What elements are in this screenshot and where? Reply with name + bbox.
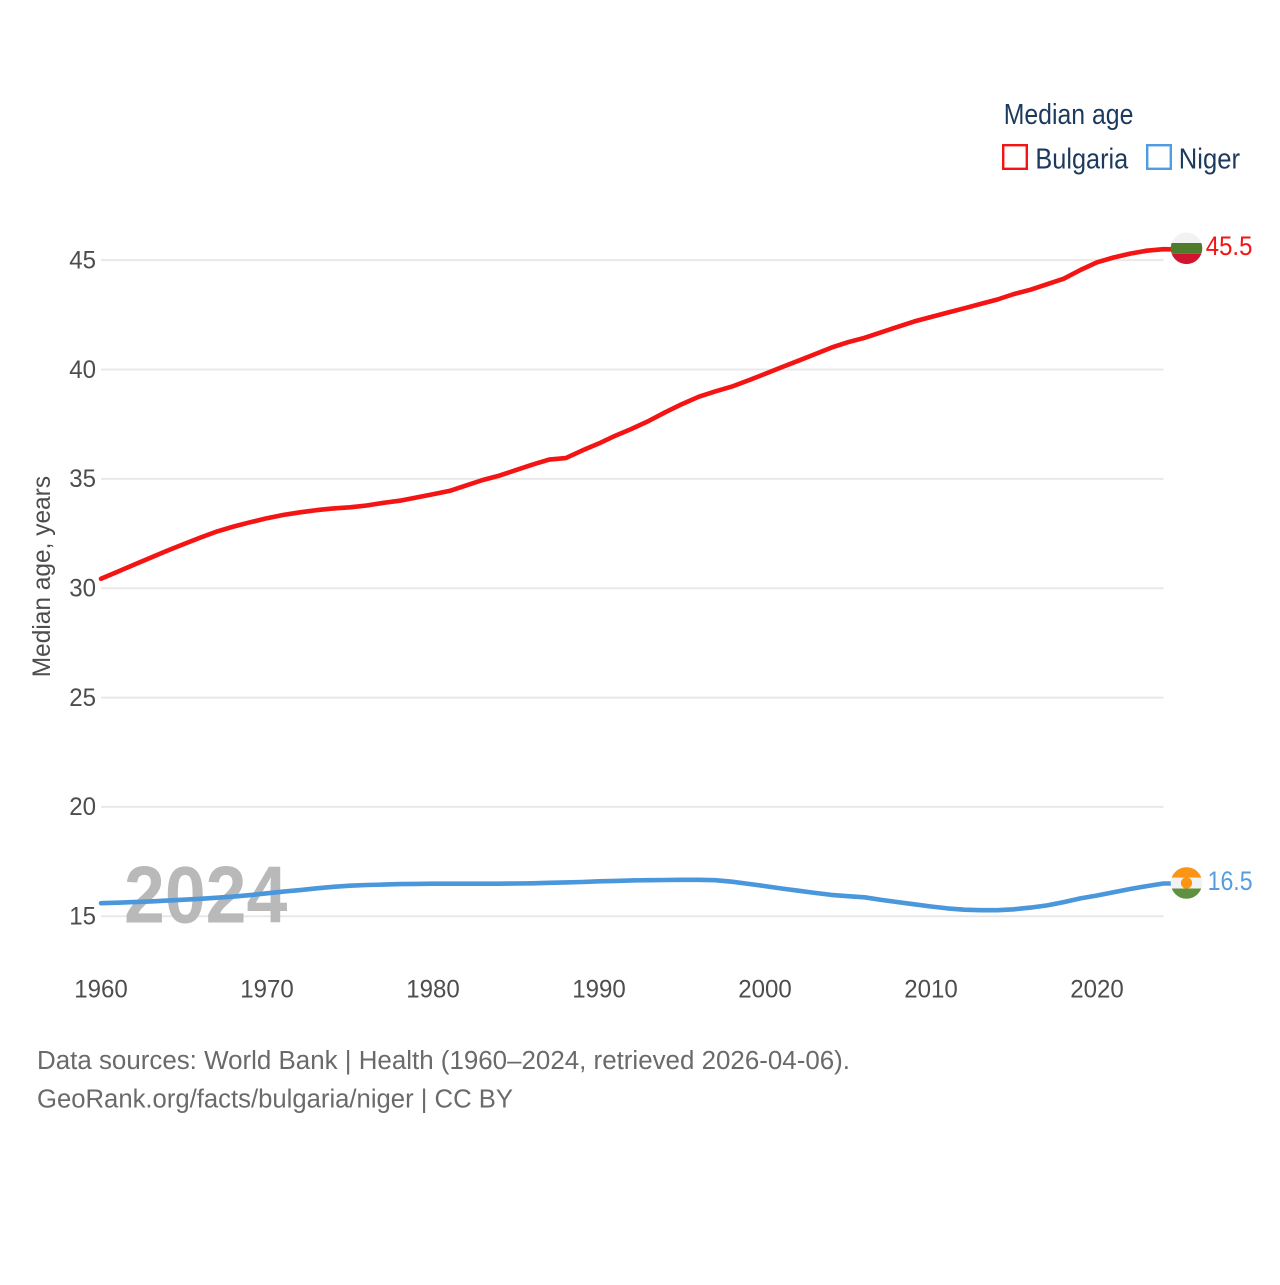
svg-text:20: 20 — [69, 793, 96, 821]
svg-text:15: 15 — [69, 903, 96, 931]
svg-text:1990: 1990 — [572, 975, 626, 1003]
svg-text:Bulgaria: Bulgaria — [1035, 143, 1129, 175]
svg-text:16.5: 16.5 — [1208, 866, 1253, 896]
svg-text:2010: 2010 — [904, 975, 958, 1003]
svg-text:40: 40 — [69, 356, 96, 384]
svg-text:Data sources: World Bank | Hea: Data sources: World Bank | Health (1960–… — [37, 1047, 850, 1075]
svg-text:1960: 1960 — [74, 975, 128, 1003]
svg-text:35: 35 — [69, 465, 96, 493]
svg-text:Median age: Median age — [1004, 99, 1134, 131]
svg-text:2000: 2000 — [738, 975, 792, 1003]
svg-text:GeoRank.org/facts/bulgaria/nig: GeoRank.org/facts/bulgaria/niger | CC BY — [37, 1086, 513, 1114]
svg-text:45: 45 — [69, 246, 96, 274]
svg-text:1980: 1980 — [406, 975, 460, 1003]
svg-text:45.5: 45.5 — [1206, 231, 1253, 261]
svg-text:Niger: Niger — [1179, 143, 1240, 175]
svg-text:2020: 2020 — [1070, 975, 1124, 1003]
svg-text:Median age, years: Median age, years — [28, 476, 56, 677]
svg-text:1970: 1970 — [240, 975, 294, 1003]
svg-text:25: 25 — [69, 684, 96, 712]
svg-text:30: 30 — [69, 575, 96, 603]
